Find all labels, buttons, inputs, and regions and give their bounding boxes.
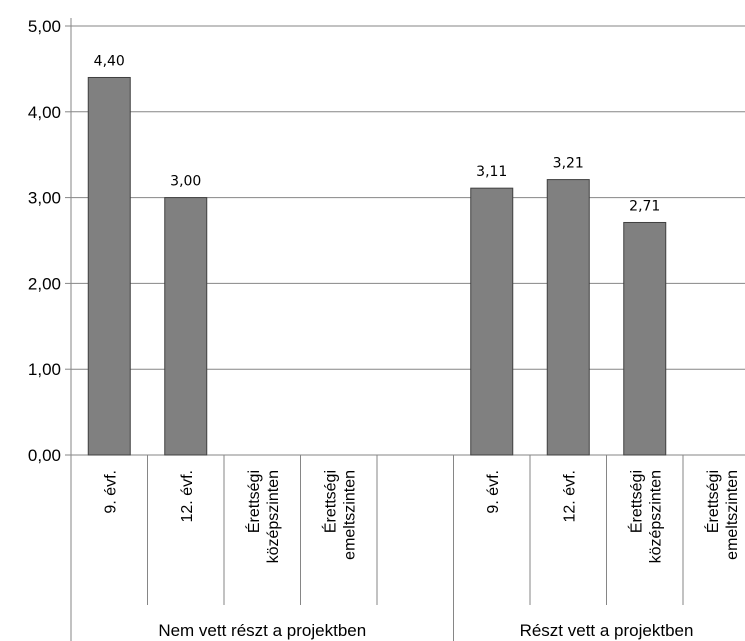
bar xyxy=(164,197,208,456)
y-tick-label: 2,00 xyxy=(28,274,61,293)
category-label: Érettségi xyxy=(244,470,263,533)
bar xyxy=(623,221,667,456)
category-label: Érettségi xyxy=(626,470,645,533)
group-label: Nem vett részt a projektben xyxy=(158,621,366,640)
data-label: 3,11 xyxy=(476,164,507,180)
category-label: emeltszinten xyxy=(341,470,358,560)
y-tick-label: 0,00 xyxy=(28,446,61,465)
category-label: középszinten xyxy=(265,470,282,563)
category-label: középszinten xyxy=(647,470,664,563)
y-tick-label: 3,00 xyxy=(28,189,61,208)
category-label: emeltszinten xyxy=(724,470,741,560)
y-tick-labels: 0,00 1,00 2,00 3,00 4,00 5,00 xyxy=(28,17,61,465)
category-label: 9. évf. xyxy=(102,470,119,514)
group-labels: Nem vett részt a projektben Részt vett a … xyxy=(158,621,693,640)
y-tick-label: 4,00 xyxy=(28,103,61,122)
data-label: 3,21 xyxy=(553,156,584,172)
bars xyxy=(87,76,667,456)
data-label: 3,00 xyxy=(170,174,201,190)
data-labels: 4,40 3,00 3,11 3,21 2,71 xyxy=(94,53,661,214)
y-tick-label: 5,00 xyxy=(28,17,61,36)
category-label: 9. évf. xyxy=(485,470,502,514)
bar xyxy=(470,187,514,456)
category-label: 12. évf. xyxy=(179,470,196,522)
y-tick-label: 1,00 xyxy=(28,360,61,379)
category-label: Érettségi xyxy=(703,470,722,533)
bar xyxy=(87,76,131,456)
category-label: 12. évf. xyxy=(561,470,578,522)
category-labels: 9. évf. 12. évf. Érettségi középszinten Éret… xyxy=(102,470,741,563)
data-label: 2,71 xyxy=(629,198,660,214)
data-label: 4,40 xyxy=(94,53,125,69)
bar xyxy=(546,179,590,456)
group-label: Részt vett a projektben xyxy=(520,621,694,640)
category-label: Érettségi xyxy=(320,470,339,533)
